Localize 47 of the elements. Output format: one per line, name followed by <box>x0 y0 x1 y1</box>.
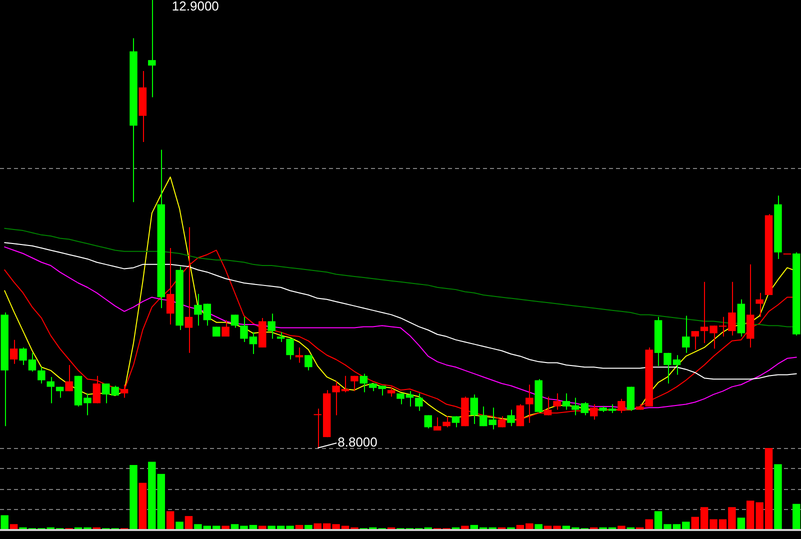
candlestick <box>626 386 635 412</box>
candlestick <box>46 376 55 404</box>
bar <box>130 465 138 529</box>
candlestick <box>387 386 396 398</box>
candlestick <box>553 392 561 410</box>
candlestick <box>222 320 230 338</box>
bar <box>774 464 782 529</box>
annotation: 12.9000 <box>172 0 219 14</box>
candlestick <box>10 339 18 364</box>
bar <box>176 522 184 529</box>
candlestick <box>424 414 432 429</box>
bar <box>222 526 230 529</box>
bar <box>534 524 542 529</box>
candlestick <box>286 338 294 360</box>
bar <box>138 482 147 529</box>
candlestick <box>691 330 699 350</box>
candlestick <box>415 392 423 412</box>
candlestick <box>442 416 450 428</box>
bar <box>618 526 626 529</box>
bar <box>304 524 312 529</box>
candlestick <box>304 354 312 371</box>
bar <box>10 524 18 529</box>
candlestick <box>295 346 304 364</box>
bar <box>295 524 304 529</box>
bar <box>461 526 469 529</box>
candlestick <box>618 398 626 414</box>
candlestick <box>470 394 478 424</box>
candlestick <box>756 292 764 318</box>
candlestick <box>268 313 276 340</box>
candlestick <box>92 375 101 404</box>
candlestick <box>360 373 368 393</box>
candlestick <box>65 364 73 392</box>
bar <box>184 516 193 529</box>
candlestick <box>230 314 239 328</box>
candlestick <box>507 409 515 427</box>
candlestick <box>120 384 128 398</box>
candlestick <box>350 375 358 392</box>
bar <box>0 515 8 529</box>
bar <box>737 518 746 529</box>
candlestick <box>433 416 442 432</box>
bar <box>258 526 266 529</box>
candlestick <box>38 366 46 384</box>
annotation: 8.8000 <box>338 434 378 450</box>
candlestick <box>682 315 690 354</box>
bar <box>792 504 800 529</box>
candlestick <box>148 0 156 98</box>
bar <box>166 511 174 529</box>
